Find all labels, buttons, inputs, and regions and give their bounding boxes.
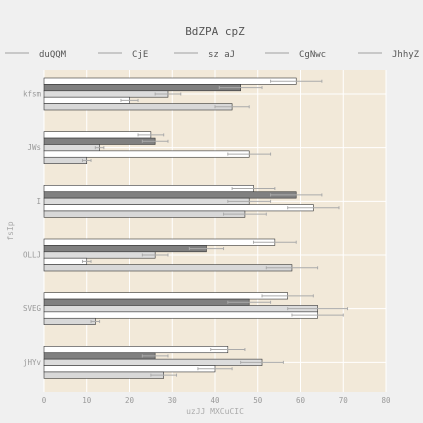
bar xyxy=(43,292,288,300)
x-tick-label: 20 xyxy=(125,396,135,405)
legend-label: CjE xyxy=(132,50,148,60)
bar xyxy=(43,204,314,212)
bar xyxy=(43,191,297,199)
x-tick-label: 80 xyxy=(381,396,391,405)
chart-title: BdZPA cpZ xyxy=(185,25,245,38)
bar xyxy=(43,298,250,306)
x-tick-label: 0 xyxy=(42,396,47,405)
bar xyxy=(43,245,207,253)
x-tick-label: 30 xyxy=(168,396,178,405)
legend-label: CgNwc xyxy=(299,50,326,60)
x-tick-label: 60 xyxy=(296,396,306,405)
bar xyxy=(43,137,156,145)
y-category-label: jHYv xyxy=(23,358,42,367)
bar xyxy=(43,90,169,98)
bar xyxy=(43,156,88,164)
bar xyxy=(43,352,156,360)
bar xyxy=(43,238,276,246)
legend-label: sz aJ xyxy=(208,50,235,60)
bars xyxy=(43,77,349,379)
bar xyxy=(43,371,164,379)
x-axis-label: uzJJ MXCuCIC xyxy=(186,407,244,416)
bar xyxy=(43,150,250,158)
bar xyxy=(43,311,318,319)
bar xyxy=(43,305,318,313)
bar xyxy=(43,317,96,325)
bar xyxy=(43,365,216,373)
y-category-labels: kfsm JWs I OLLJ SVEG jHYv xyxy=(23,90,42,367)
bar xyxy=(43,96,130,104)
y-category-label: kfsm xyxy=(23,90,42,99)
y-category-label: OLLJ xyxy=(23,251,41,260)
legend: duQQM CjE sz aJ CgNwc JhhyZ xyxy=(5,50,420,60)
legend-label: duQQM xyxy=(39,50,67,60)
x-tick-label: 50 xyxy=(253,396,263,405)
y-category-label: SVEG xyxy=(23,304,42,313)
y-axis-label: fsIp xyxy=(6,221,15,240)
legend-label: JhhyZ xyxy=(392,50,420,60)
bar xyxy=(43,251,156,259)
y-category-label: I xyxy=(36,197,41,206)
y-category-label: JWs xyxy=(27,143,41,152)
x-tick-label: 40 xyxy=(210,396,220,405)
bar xyxy=(43,358,263,366)
bar xyxy=(43,197,250,205)
bar xyxy=(43,144,100,152)
bar xyxy=(43,346,229,354)
bar xyxy=(43,264,293,272)
bar xyxy=(43,103,233,111)
bar xyxy=(43,185,254,193)
bar xyxy=(43,84,241,92)
x-tick-label: 10 xyxy=(82,396,92,405)
x-tick-labels: 0 10 20 30 40 50 60 70 80 xyxy=(42,396,391,405)
bar xyxy=(43,257,88,265)
bar xyxy=(43,77,297,85)
bar xyxy=(43,131,152,139)
bar xyxy=(43,210,246,218)
x-tick-label: 70 xyxy=(339,396,349,405)
